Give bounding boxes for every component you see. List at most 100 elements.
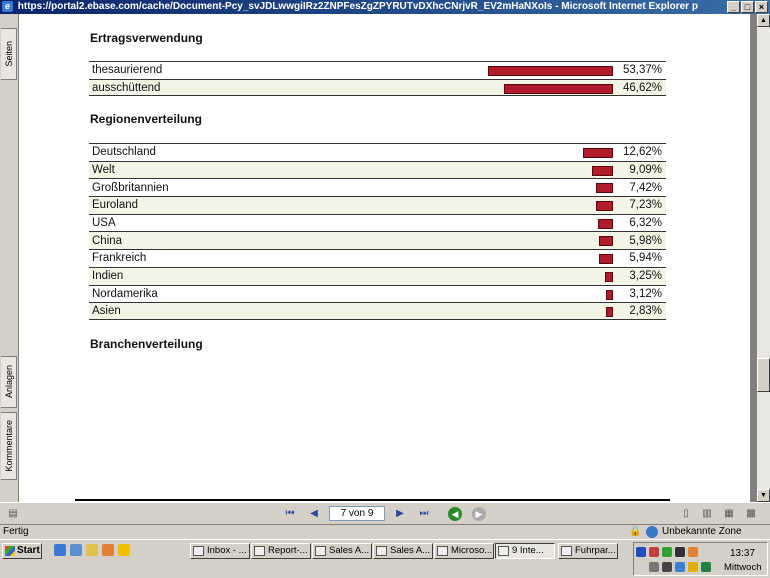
taskbar-button[interactable]: Sales A... bbox=[373, 543, 433, 559]
row-label: ausschüttend bbox=[92, 81, 161, 94]
tab-comments-label: Kommentare bbox=[3, 420, 14, 472]
minimize-button[interactable]: _ bbox=[727, 1, 740, 13]
row-percentage: 53,37% bbox=[622, 64, 662, 77]
desktop-quicklaunch-icon[interactable] bbox=[70, 544, 82, 556]
row-label: Deutschland bbox=[92, 146, 156, 159]
row-percentage: 3,25% bbox=[629, 270, 662, 283]
tab-attachments[interactable]: Anlagen bbox=[1, 356, 17, 408]
tray-icon-10[interactable] bbox=[701, 562, 711, 572]
row-percentage: 46,62% bbox=[622, 81, 662, 94]
row-percentage: 2,83% bbox=[629, 305, 662, 318]
page-divider bbox=[75, 499, 670, 501]
start-button[interactable]: Start bbox=[2, 543, 42, 559]
back-icon[interactable]: ◀ bbox=[448, 507, 462, 521]
tab-attachments-label: Anlagen bbox=[3, 365, 14, 399]
taskbar-button-label: Report-... bbox=[268, 545, 308, 556]
tray-icon-4[interactable] bbox=[675, 547, 685, 557]
table-row: Großbritannien 7,42% bbox=[89, 178, 666, 196]
percentage-bar bbox=[599, 236, 613, 247]
outlook-quicklaunch-icon[interactable] bbox=[102, 544, 114, 556]
tab-comments[interactable]: Kommentare bbox=[1, 412, 17, 480]
tray-icon-8[interactable] bbox=[675, 562, 685, 572]
toggle-panel-icon[interactable]: ▤ bbox=[8, 508, 18, 519]
section-title-region: Regionenverteilung bbox=[90, 112, 203, 126]
taskbar-app-icon bbox=[193, 546, 204, 556]
taskbar-button[interactable]: Inbox - ... bbox=[190, 543, 250, 559]
close-button[interactable]: × bbox=[755, 1, 768, 13]
pdf-page: Ertragsverwendung thesaurierend 53,37% aus… bbox=[19, 14, 750, 502]
table-row: USA 6,32% bbox=[89, 213, 666, 232]
percentage-bar bbox=[596, 201, 613, 212]
taskbar-button-label: Inbox - ... bbox=[207, 545, 247, 556]
table-row: ausschüttend 46,62% bbox=[89, 78, 666, 97]
clock-time[interactable]: 13:37 bbox=[730, 548, 756, 559]
scroll-down-icon[interactable]: ▼ bbox=[757, 489, 770, 502]
table-region: Deutschland 12,62% Welt 9,09% Großbritannien… bbox=[89, 143, 666, 320]
facing-view-icon[interactable]: ▦ bbox=[724, 508, 734, 519]
percentage-bar bbox=[606, 307, 613, 318]
percentage-bar bbox=[606, 289, 613, 300]
percentage-bar bbox=[605, 271, 613, 282]
row-label: Indien bbox=[92, 270, 124, 283]
tray-icon-9[interactable] bbox=[688, 562, 698, 572]
scroll-up-icon[interactable]: ▲ bbox=[757, 14, 770, 27]
clock-day: Mittwoch bbox=[724, 562, 762, 573]
single-page-view-icon[interactable]: ▯ bbox=[683, 508, 689, 519]
taskbar-button-label: Microso... bbox=[451, 545, 493, 556]
table-row: Frankreich 5,94% bbox=[89, 249, 666, 267]
taskbar-button[interactable]: Microso... bbox=[434, 543, 494, 559]
window-title-bar: e https://portal2.ebase.com/cache/Docume… bbox=[0, 0, 770, 14]
taskbar-app-icon bbox=[376, 546, 387, 556]
row-label: Großbritannien bbox=[92, 181, 169, 194]
lock-icon: 🔒 bbox=[629, 526, 642, 537]
row-label: USA bbox=[92, 217, 116, 230]
vertical-scrollbar[interactable]: ▲ ▼ bbox=[757, 14, 770, 502]
ie-quicklaunch-icon[interactable] bbox=[54, 544, 66, 556]
forward-icon[interactable]: ▶ bbox=[472, 507, 486, 521]
tray-icon-6[interactable] bbox=[649, 562, 659, 572]
percentage-bar bbox=[583, 148, 613, 158]
pdf-side-panel: Seiten Anlagen Kommentare bbox=[0, 14, 19, 502]
row-percentage: 5,94% bbox=[629, 252, 662, 265]
app-quicklaunch-icon[interactable] bbox=[118, 544, 130, 556]
security-zone-text: Unbekannte Zone bbox=[662, 526, 742, 537]
internet-explorer-icon: e bbox=[2, 1, 13, 12]
tray-icon-5[interactable] bbox=[688, 547, 698, 557]
table-row: Deutschland 12,62% bbox=[89, 143, 666, 161]
tab-pages-label: Seiten bbox=[3, 41, 14, 67]
taskbar-button-label: Sales A... bbox=[329, 545, 370, 556]
tray-icon-3[interactable] bbox=[662, 547, 672, 557]
taskbar-app-icon bbox=[498, 546, 509, 556]
percentage-bar bbox=[504, 83, 613, 94]
maximize-button[interactable]: □ bbox=[741, 1, 754, 13]
tray-icon-1[interactable] bbox=[636, 547, 646, 557]
tray-icon-7[interactable] bbox=[662, 562, 672, 572]
pdf-navigation-toolbar: ▤ ⏮ ◀ 7 von 9 ▶ ⏭ ◀ ▶ ▯ ▥ ▦ ▩ bbox=[0, 502, 770, 524]
internet-zone-icon bbox=[646, 526, 658, 538]
row-percentage: 9,09% bbox=[629, 164, 662, 177]
tray-icon-2[interactable] bbox=[649, 547, 659, 557]
continuous-facing-view-icon[interactable]: ▩ bbox=[746, 508, 756, 519]
scroll-thumb[interactable] bbox=[757, 358, 770, 392]
first-page-icon[interactable]: ⏮ bbox=[285, 508, 295, 519]
taskbar-button[interactable]: Fuhrpar... bbox=[558, 543, 618, 559]
page-indicator[interactable]: 7 von 9 bbox=[329, 506, 385, 521]
row-label: Frankreich bbox=[92, 252, 147, 265]
last-page-icon[interactable]: ⏭ bbox=[419, 508, 429, 519]
percentage-bar bbox=[598, 218, 613, 229]
prev-page-icon[interactable]: ◀ bbox=[310, 508, 318, 519]
tab-pages[interactable]: Seiten bbox=[1, 28, 17, 80]
taskbar-button[interactable]: Sales A... bbox=[312, 543, 372, 559]
table-row: Welt 9,09% bbox=[89, 160, 666, 179]
pdf-document-area: Ertragsverwendung thesaurierend 53,37% aus… bbox=[19, 14, 757, 502]
row-percentage: 3,12% bbox=[629, 287, 662, 300]
taskbar-button[interactable]: 9 Inte... bbox=[495, 543, 555, 559]
taskbar-button[interactable]: Report-... bbox=[251, 543, 311, 559]
next-page-icon[interactable]: ▶ bbox=[396, 508, 404, 519]
section-title-ertrag: Ertragsverwendung bbox=[90, 31, 203, 45]
folder-quicklaunch-icon[interactable] bbox=[86, 544, 98, 556]
percentage-bar bbox=[596, 183, 613, 194]
percentage-bar bbox=[599, 254, 613, 265]
taskbar: Start Inbox - ... Report-... Sales A... Sal… bbox=[0, 539, 770, 578]
continuous-view-icon[interactable]: ▥ bbox=[702, 508, 712, 519]
